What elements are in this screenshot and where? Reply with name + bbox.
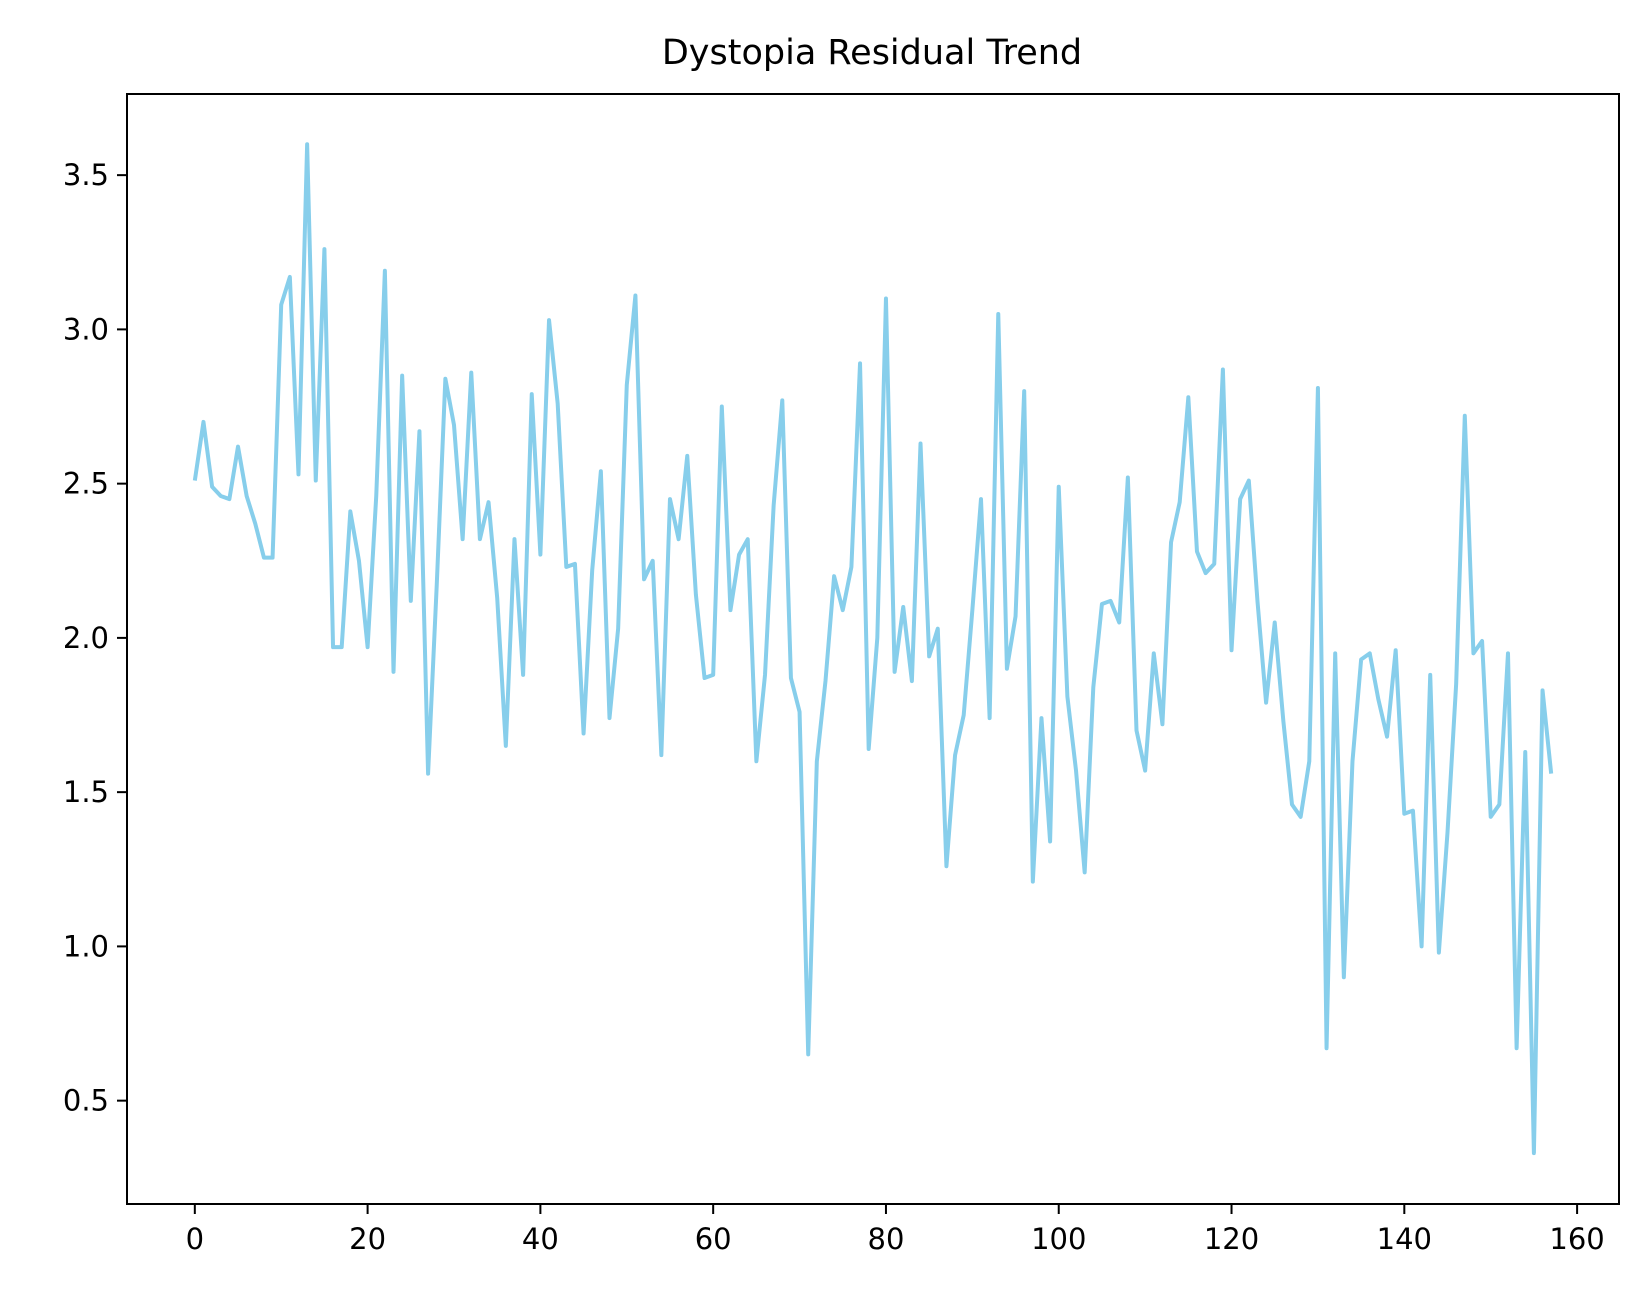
x-tick-label: 80 <box>868 1222 905 1256</box>
x-tick-label: 120 <box>1204 1222 1259 1256</box>
x-tick-label: 140 <box>1377 1222 1432 1256</box>
chart-title: Dystopia Residual Trend <box>662 33 1082 73</box>
y-tick-label: 1.5 <box>63 775 109 809</box>
x-tick-label: 60 <box>695 1222 732 1256</box>
series-line-0 <box>192 142 1554 1156</box>
x-tick-label: 160 <box>1549 1222 1604 1256</box>
x-tick-label: 40 <box>522 1222 559 1256</box>
x-tick-label: 20 <box>349 1222 386 1256</box>
y-tick-label: 2.5 <box>63 467 109 501</box>
y-tick-label: 3.5 <box>63 158 109 192</box>
y-tick-label: 2.0 <box>63 621 109 655</box>
x-axis: 0 20 40 60 80 100 120 140 160 <box>186 1204 1605 1256</box>
series-layer <box>192 142 1554 1156</box>
y-axis: 0.5 1.0 1.5 2.0 2.5 3.0 3.5 <box>63 158 127 1118</box>
y-tick-label: 0.5 <box>63 1084 109 1118</box>
x-tick-label: 100 <box>1031 1222 1086 1256</box>
plot-frame <box>126 93 1620 1205</box>
y-tick-label: 3.0 <box>63 312 109 346</box>
x-tick-label: 0 <box>186 1222 204 1256</box>
y-tick-label: 1.0 <box>63 929 109 963</box>
